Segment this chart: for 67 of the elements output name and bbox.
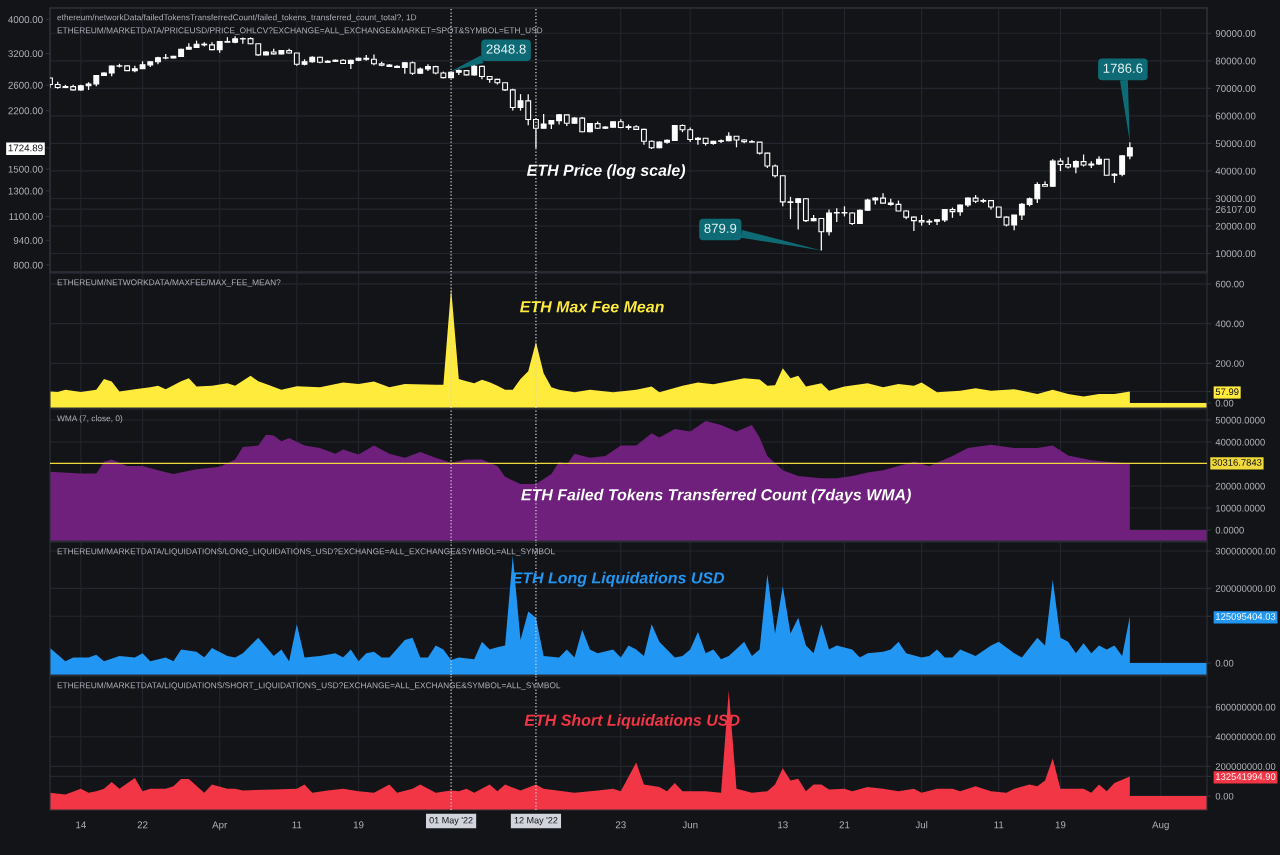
y-tick-label: 200.00 <box>1215 360 1244 367</box>
x-tick-label: 22 <box>137 821 148 829</box>
x-tick-label: 11 <box>994 821 1004 829</box>
y-tick-label: 1100.00 <box>9 213 43 220</box>
y-tick-label: 940.00 <box>13 237 43 244</box>
y-tick-label: 200000000.00 <box>1215 585 1276 592</box>
y2-tick-label: 30000.00 <box>1215 195 1256 203</box>
annotation: 879.9 <box>704 223 737 233</box>
text: WMA (7, close, 0) <box>57 415 123 423</box>
x-tick-label: 21 <box>839 821 850 829</box>
x-tick-label: 19 <box>353 821 364 829</box>
y-tick-label: 0.00 <box>1215 399 1234 407</box>
y2-tick-label: 70000.00 <box>1215 85 1256 92</box>
y2-tick-label: 26107.00 <box>1215 205 1256 213</box>
y-tick-label: 57.99 <box>1215 388 1239 396</box>
ref-line-label: 12 May '22 <box>514 817 558 826</box>
y-tick-label: 125095404.03 <box>1216 613 1276 620</box>
text: ETH Max Fee Mean <box>520 301 664 313</box>
text: ethereum/networkData/failedTokensTransferredCount/failed_tokens_transferred_count_total?, 1D <box>57 14 417 22</box>
annotation: ETH Price (log scale) <box>526 164 686 180</box>
y-tick-label: 40000.0000 <box>1215 438 1265 446</box>
y-tick-label: 132541994.90 <box>1216 773 1276 780</box>
y2-tick-label: 20000.00 <box>1215 222 1256 230</box>
x-tick-label: Jun <box>682 821 698 829</box>
y-tick-label: 1500.00 <box>8 165 43 173</box>
x-tick-label: 13 <box>778 821 788 829</box>
y-tick-label: 800.00 <box>13 261 43 269</box>
x-tick-label: 19 <box>1055 821 1066 829</box>
x-tick-label: 14 <box>76 821 86 829</box>
y-tick-label: 200000000.00 <box>1215 763 1276 770</box>
x-tick-label: Aug <box>1152 821 1169 831</box>
y2-tick-label: 50000.00 <box>1215 140 1256 148</box>
ref-line-label: 30316.7843 <box>1212 459 1262 466</box>
y-tick-label: 4000.00 <box>8 16 43 24</box>
y-tick-label: 50000.0000 <box>1215 416 1265 424</box>
y-tick-label: 600000000.00 <box>1215 703 1276 711</box>
x-tick-label: Apr <box>212 821 228 831</box>
y-tick-label: 0.00 <box>1215 659 1234 667</box>
text: ETHEREUM/NETWORKDATA/MAXFEE/MAX_FEE_MEAN? <box>57 279 281 287</box>
x-tick-label: 23 <box>615 821 626 829</box>
annotation: ETH Failed Tokens Transferred Count (7days WMA) <box>521 488 911 504</box>
y-tick-label: 1724.89 <box>8 144 43 152</box>
y-tick-label: 600.00 <box>1215 280 1244 288</box>
y-tick-label: 10000.0000 <box>1216 504 1265 512</box>
y2-tick-label: 90000.00 <box>1215 30 1256 37</box>
x-tick-label: Jul <box>915 821 928 829</box>
y-tick-label: 0.0000 <box>1215 526 1244 534</box>
y-tick-label: 2600.00 <box>8 81 43 89</box>
annotation: 1786.6 <box>1103 63 1143 73</box>
y2-tick-label: 60000.00 <box>1215 112 1256 120</box>
y2-tick-label: 40000.00 <box>1215 167 1256 175</box>
y-tick-label: 300000000.00 <box>1215 547 1276 555</box>
y2-tick-label: 10000.00 <box>1216 250 1256 258</box>
y-tick-label: 0.00 <box>1215 792 1234 800</box>
text: ETHEREUM/MARKETDATA/LIQUIDATIONS/SHORT_LIQUIDATIONS_USD?EXCHANGE=ALL_EXCHANGE&SYMBOL=ALL_SYMBOL <box>57 682 561 690</box>
y2-tick-label: 80000.00 <box>1215 57 1256 65</box>
text: ETHEREUM/MARKETDATA/LIQUIDATIONS/LONG_LIQUIDATIONS_USD?EXCHANGE=ALL_EXCHANGE&SYMBOL=ALL_SYMBOL <box>57 548 555 556</box>
y-tick-label: 400000000.00 <box>1215 733 1276 741</box>
y-tick-label: 400.00 <box>1215 320 1244 328</box>
y-tick-label: 3200.00 <box>8 50 43 58</box>
ref-line-label: 01 May '22 <box>429 817 473 826</box>
text: ETHEREUM/MARKETDATA/PRICEUSD/PRICE_OHLCV?EXCHANGE=ALL_EXCHANGE&MARKET=SPOT&SYMBOL=ETH_USD <box>57 27 543 35</box>
y-tick-label: 2200.00 <box>8 107 43 115</box>
x-tick-label: 11 <box>292 821 302 829</box>
annotation: 2848.8 <box>486 44 526 54</box>
y-tick-label: 20000.0000 <box>1215 482 1265 490</box>
y-tick-label: 1300.00 <box>8 187 43 195</box>
